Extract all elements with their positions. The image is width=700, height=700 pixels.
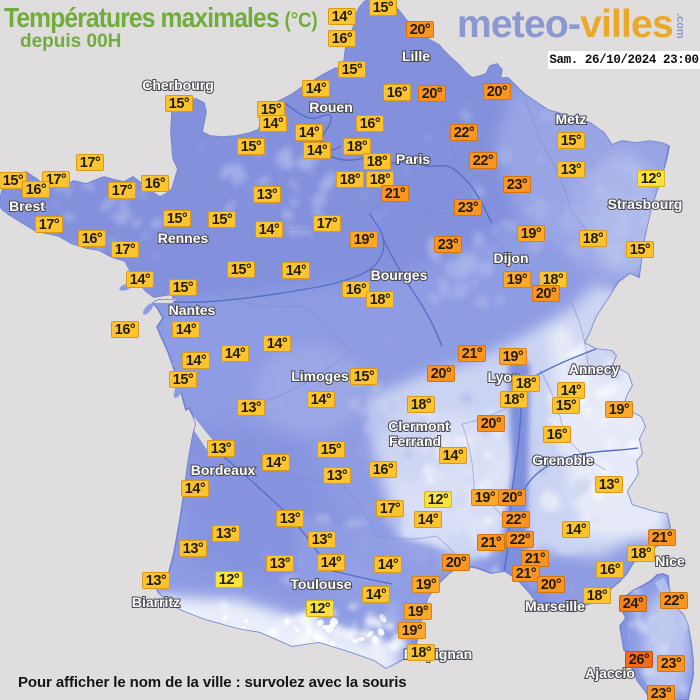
svg-text:Toulouse: Toulouse xyxy=(290,576,351,592)
svg-text:Cherbourg: Cherbourg xyxy=(142,77,214,93)
svg-text:Clermont: Clermont xyxy=(388,418,450,434)
svg-text:Annecy: Annecy xyxy=(569,361,620,377)
svg-text:Biarritz: Biarritz xyxy=(132,594,180,610)
svg-text:Marseille: Marseille xyxy=(525,598,585,614)
svg-text:Lille: Lille xyxy=(402,48,430,64)
svg-text:Ajaccio: Ajaccio xyxy=(585,665,635,681)
svg-text:Rennes: Rennes xyxy=(158,230,209,246)
svg-text:Bourges: Bourges xyxy=(371,267,428,283)
svg-text:Ferrand: Ferrand xyxy=(389,433,441,449)
svg-text:Strasbourg: Strasbourg xyxy=(608,196,683,212)
svg-text:Metz: Metz xyxy=(555,111,586,127)
svg-text:Paris: Paris xyxy=(396,151,430,167)
svg-text:Brest: Brest xyxy=(9,198,45,214)
svg-text:Nantes: Nantes xyxy=(169,302,216,318)
svg-text:Bordeaux: Bordeaux xyxy=(191,462,256,478)
svg-text:Dijon: Dijon xyxy=(494,250,529,266)
svg-text:Limoges: Limoges xyxy=(291,368,349,384)
svg-text:Grenoble: Grenoble xyxy=(532,452,594,468)
svg-text:Nice: Nice xyxy=(655,553,685,569)
svg-text:Rouen: Rouen xyxy=(309,99,353,115)
